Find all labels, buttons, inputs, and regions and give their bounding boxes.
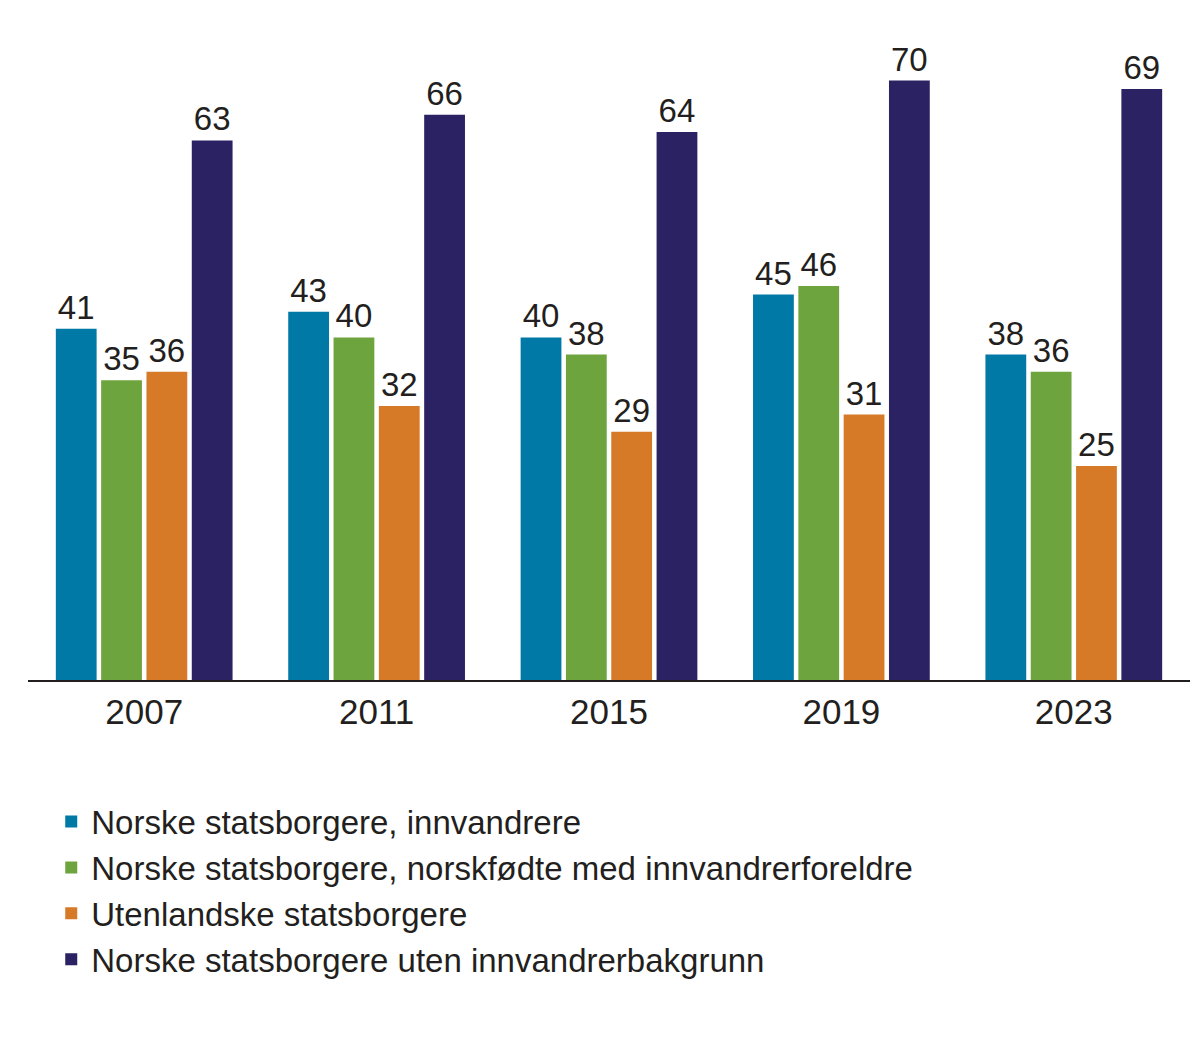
svg-text:40: 40 xyxy=(523,297,560,334)
svg-text:36: 36 xyxy=(149,332,186,369)
svg-text:2015: 2015 xyxy=(570,692,648,731)
svg-text:Norske statsborgere, innvandre: Norske statsborgere, innvandrere xyxy=(91,804,581,841)
svg-text:2011: 2011 xyxy=(339,692,414,731)
svg-text:Norske statsborgere uten innva: Norske statsborgere uten innvandrerbakgr… xyxy=(91,942,764,979)
svg-text:43: 43 xyxy=(290,272,327,309)
svg-text:31: 31 xyxy=(846,375,883,412)
svg-text:66: 66 xyxy=(426,75,463,112)
svg-text:36: 36 xyxy=(1033,332,1070,369)
svg-text:25: 25 xyxy=(1078,426,1115,463)
svg-text:2023: 2023 xyxy=(1035,692,1113,731)
svg-text:32: 32 xyxy=(381,366,418,403)
svg-text:46: 46 xyxy=(800,246,837,283)
svg-text:38: 38 xyxy=(987,315,1024,352)
svg-text:2007: 2007 xyxy=(105,692,183,731)
svg-text:45: 45 xyxy=(755,255,792,292)
svg-text:Norske statsborgere, norskfødt: Norske statsborgere, norskfødte med innv… xyxy=(91,850,913,887)
svg-text:Utenlandske statsborgere: Utenlandske statsborgere xyxy=(91,896,467,933)
svg-text:70: 70 xyxy=(891,41,928,78)
svg-text:35: 35 xyxy=(103,340,140,377)
svg-text:64: 64 xyxy=(659,92,696,129)
svg-text:41: 41 xyxy=(58,289,95,326)
svg-text:69: 69 xyxy=(1123,49,1160,86)
svg-text:2019: 2019 xyxy=(802,692,880,731)
svg-text:38: 38 xyxy=(568,315,605,352)
svg-text:40: 40 xyxy=(336,297,373,334)
svg-text:63: 63 xyxy=(194,100,231,137)
svg-text:29: 29 xyxy=(613,392,650,429)
